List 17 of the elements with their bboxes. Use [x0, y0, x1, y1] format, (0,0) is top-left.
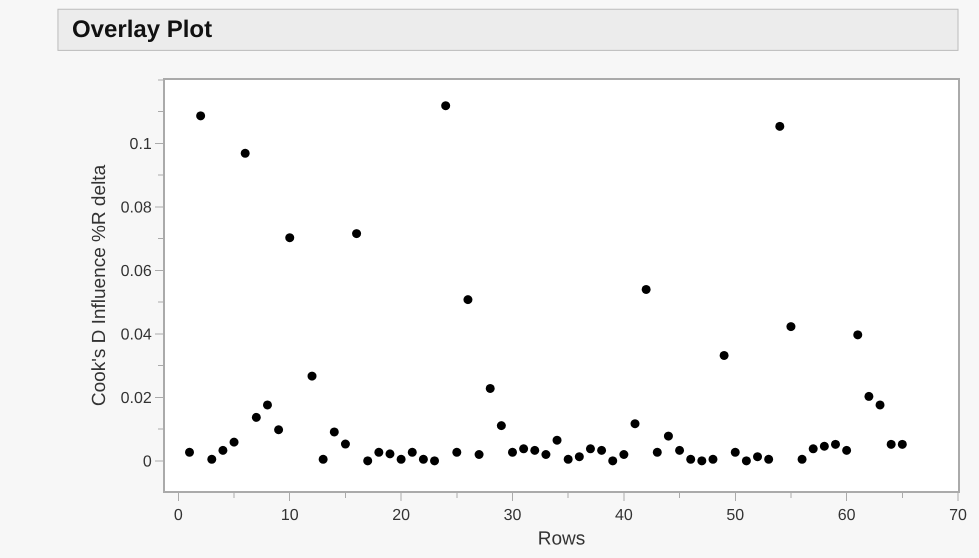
- chart-title: Overlay Plot: [72, 16, 212, 43]
- x-tick-label: 20: [392, 507, 410, 524]
- y-axis-title: Cook's D Influence %R delta: [89, 164, 110, 406]
- x-tick-label: 70: [949, 507, 967, 524]
- y-tick-label: 0.1: [130, 136, 152, 154]
- x-tick-label: 40: [614, 507, 633, 524]
- y-tick-label: 0.04: [120, 326, 152, 344]
- x-axis-title: Rows: [538, 528, 586, 550]
- y-tick-label: 0: [142, 453, 152, 470]
- x-tick-label: 50: [726, 507, 744, 524]
- y-tick-label: 0.02: [120, 390, 152, 407]
- y-tick-label: 0.08: [120, 200, 152, 217]
- x-tick-label: 60: [838, 507, 856, 524]
- y-tick-label: 0.06: [120, 263, 152, 280]
- x-tick-label: 0: [174, 507, 183, 524]
- x-tick-label: 30: [504, 507, 522, 524]
- x-tick-label: 10: [280, 507, 299, 524]
